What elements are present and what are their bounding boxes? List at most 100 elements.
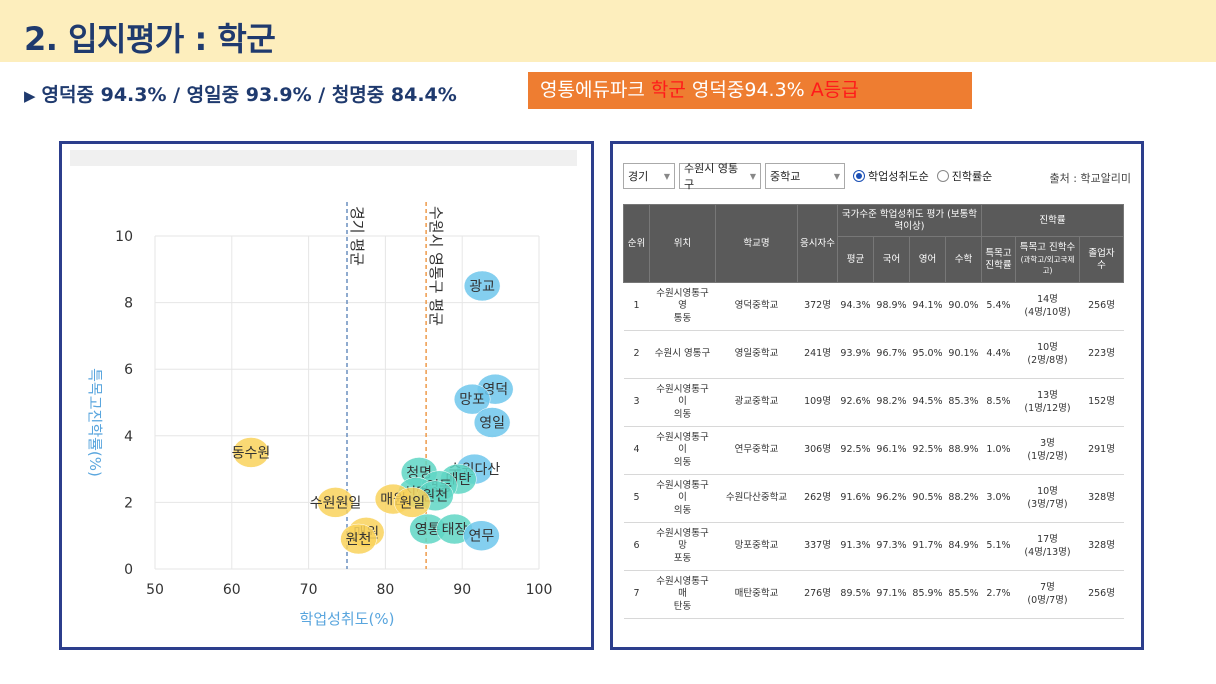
- cell-korean: 98.9%: [873, 282, 910, 331]
- table-row: 6 수원시영통구 망 포동 망포중학교 337명 91.3% 97.3% 91.7% 84.9%…: [623, 522, 1124, 571]
- cell-korean: 96.2%: [873, 474, 910, 523]
- triangle-bullet-icon: ▶: [24, 87, 36, 105]
- special-count-value: 17명: [1037, 534, 1058, 546]
- location-line1: 수원시영통구 영: [656, 287, 709, 312]
- radio-advance[interactable]: 진학률순: [936, 168, 993, 184]
- data-point-label: 태장: [442, 522, 468, 538]
- data-point: [453, 383, 491, 415]
- graduates-value: 256명: [1088, 588, 1115, 600]
- y-tick-label: 4: [124, 429, 133, 445]
- korean-value: 96.7%: [876, 348, 907, 360]
- cell-english: 94.5%: [909, 378, 946, 427]
- header-rank: 순위: [623, 204, 650, 283]
- x-tick-label: 80: [376, 582, 394, 598]
- reference-line-label: 수원시 영통구 평균: [427, 206, 445, 326]
- cell-test-count: 109명: [797, 378, 838, 427]
- x-axis-label: 학업성취도(%): [300, 610, 395, 628]
- school-name: 영덕중학교: [734, 300, 779, 312]
- cell-special-rate: 8.5%: [981, 378, 1016, 427]
- special-count-detail: (4명/10명): [1024, 306, 1071, 318]
- english-value: 95.0%: [912, 348, 943, 360]
- english-value: 91.7%: [912, 540, 943, 552]
- cell-graduates: 223명: [1079, 330, 1124, 379]
- data-point: [463, 520, 500, 551]
- cell-school: 영덕중학교: [715, 282, 798, 331]
- cell-location: 수원시영통구 이 의동: [649, 474, 716, 523]
- special-count-value: 7명: [1040, 582, 1055, 594]
- rank-value: 6: [633, 540, 640, 552]
- korean-value: 97.1%: [876, 588, 907, 600]
- cell-graduates: 256명: [1079, 570, 1124, 619]
- radio-advance-label: 진학률순: [951, 170, 993, 183]
- location-line1: 수원시영통구 이: [656, 479, 709, 504]
- cell-rank: 5: [623, 474, 650, 523]
- cell-avg: 92.5%: [837, 426, 874, 475]
- avg-value: 89.5%: [840, 588, 871, 600]
- district-select-value: 수원시 영통구: [684, 162, 739, 191]
- y-tick-label: 0: [124, 562, 133, 578]
- cell-english: 95.0%: [909, 330, 946, 379]
- school-name: 매탄중학교: [734, 588, 779, 600]
- english-value: 90.5%: [912, 492, 943, 504]
- special-count-detail: (1명/2명): [1027, 450, 1068, 462]
- data-point-label: 원천: [346, 532, 372, 548]
- cell-rank: 3: [623, 378, 650, 427]
- math-value: 90.0%: [948, 300, 979, 312]
- location-line2: 통동: [673, 312, 692, 324]
- cell-graduates: 291명: [1079, 426, 1124, 475]
- cell-graduates: 152명: [1079, 378, 1124, 427]
- school-name: 영일중학교: [734, 348, 779, 360]
- test-count-value: 262명: [804, 492, 831, 504]
- cell-special-rate: 5.4%: [981, 282, 1016, 331]
- cell-korean: 96.1%: [873, 426, 910, 475]
- district-select[interactable]: 수원시 영통구 ▼: [679, 162, 761, 191]
- special-rate-value: 2.7%: [986, 588, 1011, 600]
- special-rate-value: 5.4%: [986, 300, 1011, 312]
- region-select[interactable]: 경기 ▼: [623, 163, 675, 189]
- highlight-part3: 영덕중94.3%: [685, 79, 811, 101]
- location-line1: 수원시영통구 이: [656, 431, 709, 456]
- avg-value: 92.5%: [840, 444, 871, 456]
- location-line2: 의동: [673, 504, 692, 516]
- cell-korean: 97.1%: [873, 570, 910, 619]
- test-count-value: 372명: [804, 300, 831, 312]
- location-line2: 탄동: [673, 600, 692, 612]
- cell-rank: 1: [623, 282, 650, 331]
- test-count-value: 109명: [804, 396, 831, 408]
- cell-avg: 92.6%: [837, 378, 874, 427]
- korean-value: 97.3%: [876, 540, 907, 552]
- chevron-down-icon: ▼: [833, 171, 840, 181]
- avg-value: 91.6%: [840, 492, 871, 504]
- header-special-rate-l2: 진학률: [985, 259, 1012, 271]
- subtitle: ▶ 영덕중 94.3% / 영일중 93.9% / 청명중 84.4%: [24, 80, 457, 107]
- cell-location: 수원시영통구 이 의동: [649, 426, 716, 475]
- special-rate-value: 4.4%: [986, 348, 1011, 360]
- table-row: 2 수원시 영통구 영일중학교 241명 93.9% 96.7% 95.0% 90.1% 4.4…: [623, 330, 1124, 379]
- cell-special-rate: 2.7%: [981, 570, 1016, 619]
- cell-school: 광교중학교: [715, 378, 798, 427]
- header-graduates: 졸업자 수: [1079, 236, 1124, 283]
- header-korean: 국어: [873, 236, 910, 283]
- school-name: 광교중학교: [734, 396, 779, 408]
- test-count-value: 276명: [804, 588, 831, 600]
- radio-achievement[interactable]: 학업성취도순: [853, 168, 929, 184]
- cell-special-count: 10명 (3명/7명): [1015, 474, 1080, 523]
- cell-avg: 93.9%: [837, 330, 874, 379]
- math-value: 90.1%: [948, 348, 979, 360]
- table-row: 1 수원시영통구 영 통동 영덕중학교 372명 94.3% 98.9% 94.1% 90.0%…: [623, 282, 1124, 331]
- cell-special-count: 3명 (1명/2명): [1015, 426, 1080, 475]
- header-achievement-group: 국가수준 학업성취도 평가 (보통학력이상): [837, 204, 982, 237]
- special-rate-value: 1.0%: [986, 444, 1011, 456]
- location-line1: 수원시영통구 망: [656, 527, 709, 552]
- test-count-value: 337명: [804, 540, 831, 552]
- cell-korean: 96.7%: [873, 330, 910, 379]
- english-value: 92.5%: [912, 444, 943, 456]
- location-line1: 수원시영통구 매: [656, 575, 709, 600]
- avg-value: 93.9%: [840, 348, 871, 360]
- radio-achievement-label: 학업성취도순: [868, 170, 929, 183]
- level-select[interactable]: 중학교 ▼: [765, 163, 845, 189]
- table-row: 4 수원시영통구 이 의동 연무중학교 306명 92.5% 96.1% 92.5% 88.9%…: [623, 426, 1124, 475]
- cell-special-rate: 5.1%: [981, 522, 1016, 571]
- cell-test-count: 241명: [797, 330, 838, 379]
- location-line2: 의동: [673, 456, 692, 468]
